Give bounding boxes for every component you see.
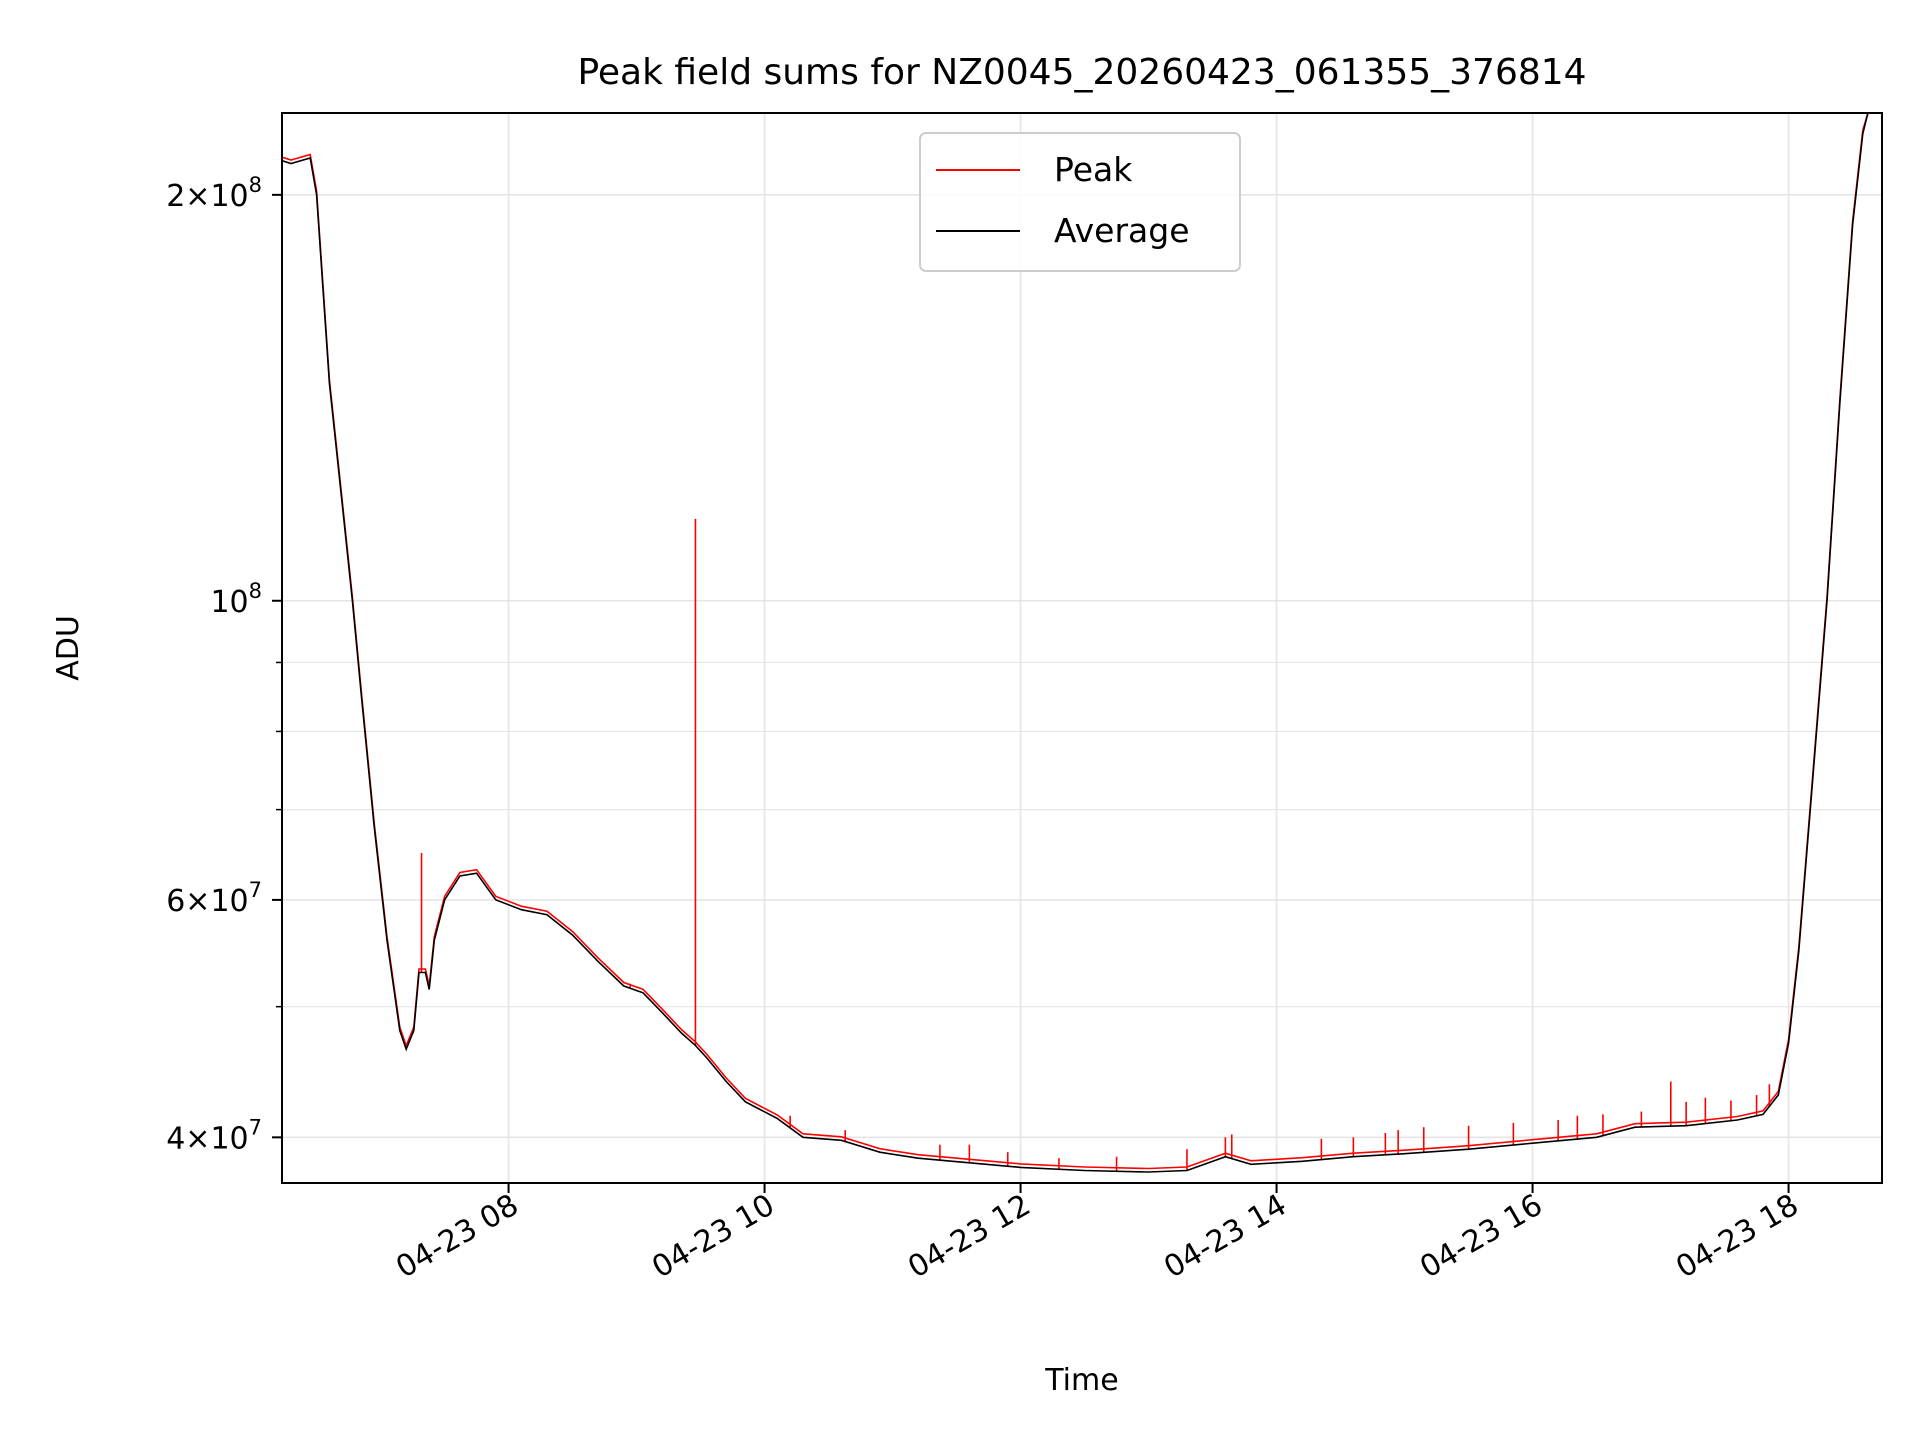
y-axis-label: ADU xyxy=(51,615,86,681)
peak-series-line xyxy=(281,112,1882,1170)
series-layer xyxy=(281,112,1882,1173)
y-tick-label: 2×108 xyxy=(166,173,262,214)
legend: Peak Average xyxy=(919,132,1241,272)
plot-area-frame xyxy=(281,112,1883,1184)
chart-title: Peak field sums for NZ0045_20260423_0613… xyxy=(577,52,1586,93)
y-tick-label: 108 xyxy=(210,579,262,620)
average-series-line xyxy=(281,112,1882,1173)
legend-box xyxy=(919,132,1241,272)
x-axis-label: Time xyxy=(1044,1363,1118,1398)
legend-peak-label: Peak xyxy=(1054,150,1133,189)
y-tick-label: 6×107 xyxy=(166,878,262,919)
y-tick-label: 4×107 xyxy=(166,1115,262,1156)
y-axis: 4×107 6×107 108 2×108 xyxy=(166,173,282,1156)
legend-average-label: Average xyxy=(1054,211,1190,250)
